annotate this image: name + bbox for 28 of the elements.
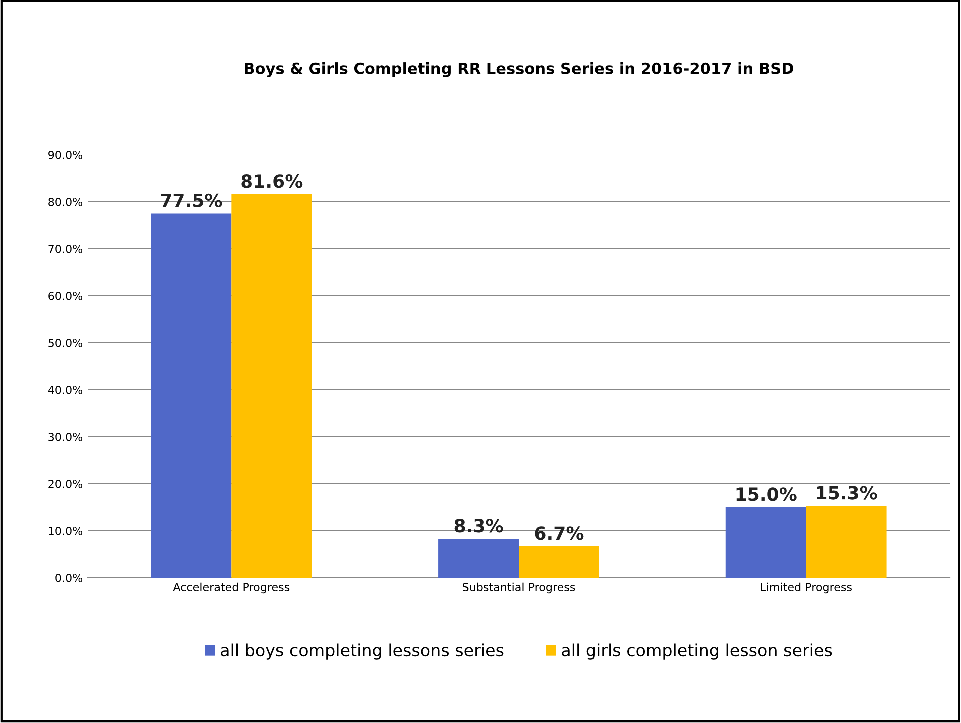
y-tick-label: 30.0% bbox=[48, 432, 83, 442]
y-tick-label: 50.0% bbox=[48, 338, 83, 348]
data-label: 8.3% bbox=[454, 519, 504, 533]
x-tick-label: Accelerated Progress bbox=[173, 582, 290, 594]
legend-label: all girls completing lesson series bbox=[562, 644, 832, 660]
legend-label: all boys completing lessons series bbox=[221, 644, 504, 660]
y-tick-label: 70.0% bbox=[48, 244, 83, 254]
bar bbox=[438, 538, 519, 578]
y-tick-label: 60.0% bbox=[48, 292, 83, 300]
bar bbox=[519, 546, 600, 578]
bar bbox=[151, 214, 232, 578]
y-tick-label: 0.0% bbox=[56, 574, 83, 582]
data-label: 15.3% bbox=[817, 486, 878, 500]
y-tick-label: 90.0% bbox=[48, 150, 83, 160]
y-tick-label: 10.0% bbox=[49, 526, 83, 536]
y-tick-label: 80.0% bbox=[48, 198, 83, 206]
x-tick-label: Limited Progress bbox=[761, 582, 852, 594]
bar bbox=[232, 194, 312, 578]
data-label: 77.5% bbox=[161, 194, 222, 208]
bar bbox=[726, 508, 806, 578]
data-label: 6.7% bbox=[535, 526, 584, 540]
chart-title: Boys & Girls Completing RR Lessons Series in 2016-2017 in BSD bbox=[245, 62, 794, 78]
y-tick-label: 40.0% bbox=[48, 386, 83, 394]
data-label: 15.0% bbox=[736, 488, 797, 502]
bar bbox=[806, 506, 887, 578]
x-tick-label: Substantial Progress bbox=[463, 582, 576, 594]
y-tick-label: 20.0% bbox=[48, 480, 83, 488]
data-label: 81.6% bbox=[242, 174, 303, 188]
